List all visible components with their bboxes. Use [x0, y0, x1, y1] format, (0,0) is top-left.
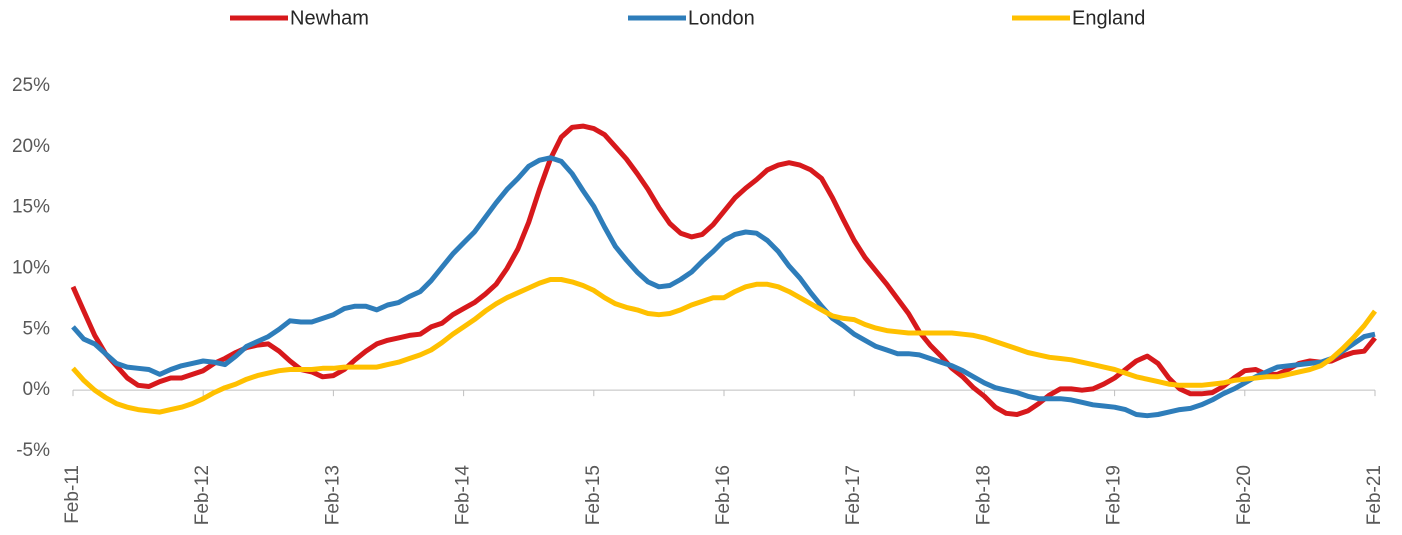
x-tick-label: Feb-19 — [1104, 465, 1125, 525]
x-tick-label: Feb-14 — [453, 465, 474, 526]
x-tick-label: Feb-21 — [1364, 465, 1385, 525]
legend-label: Newham — [290, 7, 369, 29]
series-line — [71, 155, 1376, 419]
x-tick-label: Feb-17 — [843, 465, 864, 525]
y-tick-label: 15% — [12, 197, 50, 218]
x-tick-label: Feb-20 — [1234, 465, 1255, 525]
y-tick-label: 0% — [23, 379, 51, 400]
legend-label: London — [688, 7, 755, 29]
x-tick-label: Feb-16 — [713, 465, 734, 525]
series-line — [70, 123, 1377, 417]
y-tick-label: 5% — [23, 318, 51, 339]
series-line — [71, 277, 1378, 415]
x-tick-label: Feb-15 — [583, 465, 604, 525]
x-tick-label: Feb-12 — [192, 465, 213, 525]
legend-label: England — [1072, 7, 1145, 29]
y-tick-label: 10% — [12, 258, 50, 279]
x-tick-label: Feb-13 — [322, 465, 343, 525]
y-tick-label: 25% — [12, 75, 50, 96]
y-tick-label: 20% — [12, 136, 50, 157]
y-tick-label: -5% — [16, 440, 50, 461]
x-tick-label: Feb-11 — [62, 465, 83, 524]
x-tick-label: Feb-18 — [973, 465, 994, 525]
